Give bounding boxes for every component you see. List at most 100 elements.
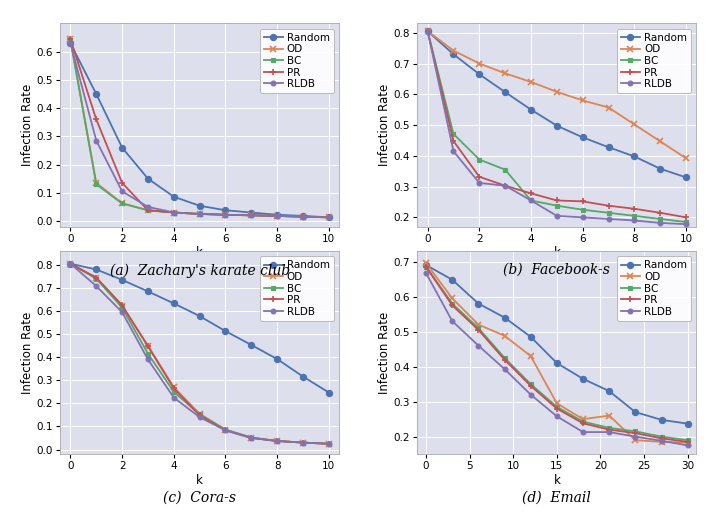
BC [630,213,638,219]
PR [170,385,178,392]
Random [92,91,100,97]
BC [527,381,535,387]
BC [273,213,281,219]
RLDB [501,366,509,372]
Line: PR: PR [67,35,332,221]
Y-axis label: Infection Rate: Infection Rate [21,312,34,394]
PR [66,260,75,267]
OD [325,214,333,220]
BC [527,197,535,204]
OD [118,303,127,309]
BC [273,438,281,444]
OD [66,260,75,267]
PR [325,441,333,447]
Random [118,145,127,151]
OD [170,384,178,390]
RLDB [273,213,281,219]
Line: BC: BC [68,38,332,220]
Random [630,153,638,160]
PR [273,213,281,219]
Random [605,388,614,394]
Line: BC: BC [423,264,690,443]
OD [501,70,510,77]
BC [118,304,127,311]
Random [682,174,690,181]
OD [247,212,255,219]
Random [299,213,308,219]
BC [423,28,432,34]
Random [273,356,281,362]
Random [553,123,561,129]
OD [422,260,431,266]
PR [325,214,333,220]
BC [658,433,666,440]
Random [475,71,484,77]
OD [658,439,666,445]
OD [299,213,308,220]
OD [684,440,692,446]
PR [299,213,308,220]
RLDB [658,438,666,444]
Text: (c)  Cora-s: (c) Cora-s [163,491,236,505]
BC [195,211,204,217]
OD [527,79,535,85]
BC [501,167,510,173]
Line: PR: PR [424,28,689,221]
RLDB [474,342,483,349]
PR [553,197,561,204]
Random [501,314,509,321]
Line: RLDB: RLDB [425,29,689,227]
BC [578,207,587,213]
PR [604,203,613,209]
OD [221,426,230,433]
PR [630,206,638,212]
BC [579,419,588,425]
RLDB [299,440,308,446]
PR [422,264,431,270]
Random [195,203,204,209]
BC [92,181,100,187]
X-axis label: k: k [197,246,203,259]
OD [423,28,432,34]
PR [221,427,230,433]
PR [66,36,75,42]
Random [579,376,588,382]
PR [247,212,255,219]
RLDB [553,413,561,420]
BC [247,434,255,441]
Random [299,373,308,379]
BC [682,219,690,225]
OD [118,200,127,206]
Random [449,51,457,57]
PR [170,209,178,216]
Line: OD: OD [67,260,332,447]
OD [66,36,75,42]
Random [527,334,535,340]
Line: Random: Random [424,28,689,181]
PR [684,439,692,445]
PR [299,440,308,446]
PR [527,383,535,389]
RLDB [325,441,333,447]
Line: RLDB: RLDB [68,262,332,446]
Y-axis label: Infection Rate: Infection Rate [378,312,391,394]
OD [92,180,100,186]
Random [604,144,613,150]
OD [448,295,457,301]
RLDB [553,213,561,219]
Random [631,409,640,415]
PR [195,211,204,217]
RLDB [195,211,204,217]
BC [299,440,308,446]
RLDB [527,392,535,398]
Line: Random: Random [67,260,332,396]
Legend: Random, OD, BC, PR, RLDB: Random, OD, BC, PR, RLDB [259,29,334,93]
PR [423,28,432,34]
RLDB [66,260,75,267]
BC [501,354,509,361]
Legend: Random, OD, BC, PR, RLDB: Random, OD, BC, PR, RLDB [617,29,691,93]
BC [118,200,127,207]
PR [682,214,690,220]
RLDB [273,438,281,444]
BC [66,260,75,267]
